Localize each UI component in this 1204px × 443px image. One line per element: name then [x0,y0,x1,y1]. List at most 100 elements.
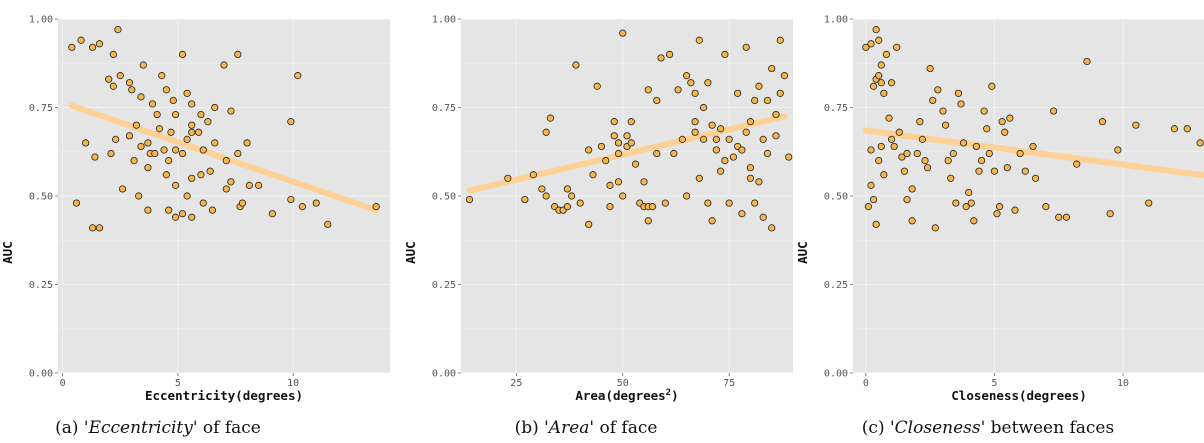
data-point [640,178,648,186]
data-point [1055,213,1063,221]
data-point [1073,160,1081,168]
data-point [105,75,113,83]
data-point [939,107,947,115]
data-point [916,118,924,126]
data-point [178,50,187,59]
data-point [169,96,177,105]
data-point [678,135,686,143]
data-point [880,171,888,179]
data-point [521,195,529,204]
data-point [985,149,993,158]
data-point [929,96,937,105]
data-point [171,110,180,119]
data-point [197,110,205,119]
data-point [887,135,896,143]
data-point [695,174,703,182]
data-point [1098,118,1107,126]
data-point [220,61,228,69]
data-point [137,142,145,151]
data-point [287,195,295,204]
data-point [227,178,235,186]
data-point [623,132,631,140]
data-point [614,149,623,158]
data-point [913,149,921,158]
x-tick-label: 0 [863,378,869,389]
data-point [746,174,755,182]
data-point [947,174,955,182]
data-point [568,192,576,200]
data-point [128,86,136,94]
data-point [160,146,168,154]
x-axis-label: Area(degrees2) [575,388,678,403]
data-point [923,164,932,172]
data-point [975,167,983,175]
data-point [151,149,159,158]
data-point [746,164,755,172]
data-point [687,79,695,87]
data-point [529,171,537,179]
data-point [372,203,380,211]
data-point [1106,210,1114,218]
data-point [712,135,720,143]
data-point [995,203,1004,211]
y-tick-label: 0.50 [29,192,53,203]
y-axis-label: AUC [795,241,810,264]
data-point [957,100,965,108]
data-point [107,149,115,158]
x-tick-label: 10 [287,378,299,389]
data-point [768,224,776,232]
data-point [993,210,1001,218]
data-point [965,188,973,197]
data-point [614,139,623,147]
data-point [977,157,986,165]
panel-closeness: 0.00 0.25 0.50 0.75 1.00 0 5 10 Closeness(degree… [795,15,1204,438]
data-point [691,128,699,136]
y-axis-label: AUC [0,241,15,264]
data-point [234,149,242,158]
data-point [887,79,896,87]
data-point [759,213,767,221]
data-point [171,146,180,154]
data-point [227,107,235,115]
data-point [967,199,975,207]
data-point [158,72,166,80]
data-point [780,72,789,80]
data-point [908,185,916,193]
data-point [585,220,593,228]
data-point [944,157,952,165]
data-point [465,195,474,204]
data-point [109,50,117,59]
data-point [717,125,725,133]
y-tick-label: 1.00 [29,15,53,26]
data-point [1183,125,1191,133]
data-point [877,142,885,151]
data-point [162,171,170,179]
data-point [954,89,963,97]
data-point [867,40,875,48]
data-point [144,206,152,214]
data-point [148,100,157,108]
data-point [721,50,729,59]
subfigure-caption: (b) 'Area' of face [515,418,658,438]
data-point [312,199,320,207]
data-point [665,50,674,59]
data-point [619,29,627,37]
data-point [872,26,880,34]
data-point [268,210,277,218]
data-point [717,167,725,175]
data-point [682,72,691,80]
data-point [82,139,90,147]
data-point [872,220,880,228]
data-point [877,79,885,87]
data-point [1145,199,1153,207]
data-point [188,121,196,129]
data-point [759,135,767,143]
data-point [988,82,996,90]
data-point [245,181,253,189]
data-point [746,118,755,126]
data-point [178,149,187,158]
data-point [144,139,152,147]
data-point [751,96,759,105]
data-point [763,149,772,158]
data-point [195,128,203,136]
